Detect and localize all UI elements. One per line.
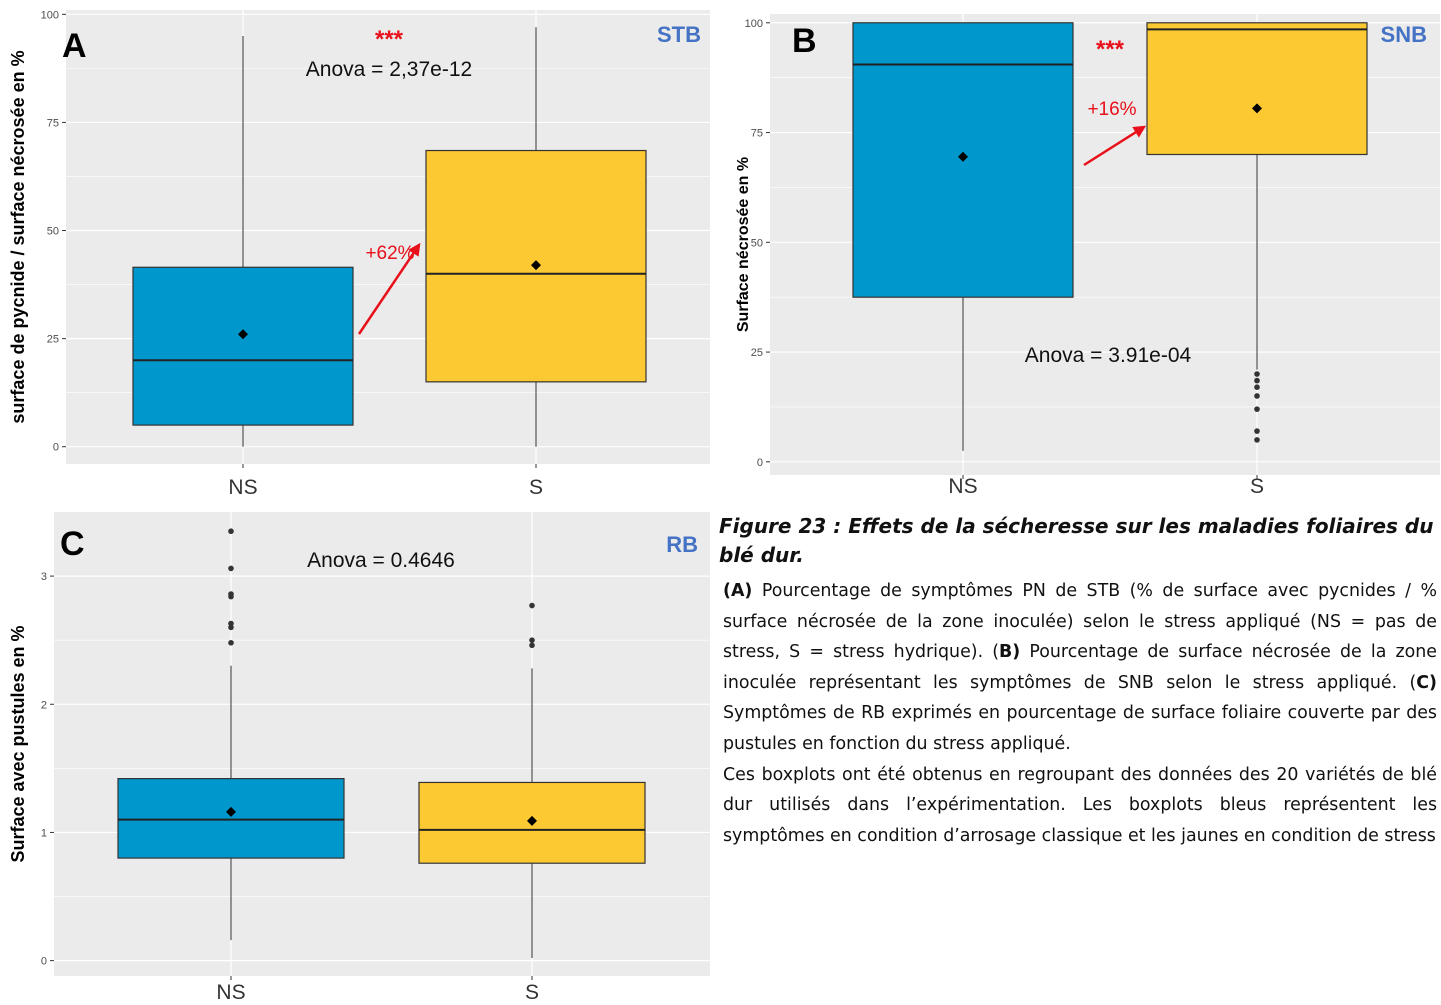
caption-text-a: Pourcentage de symptômes PN de STB (% de…: [723, 581, 1437, 663]
mean-marker: [531, 260, 541, 271]
plot-background: [54, 512, 710, 976]
chart-svg: 0 1 2 3 NS S Surface avec pustules en % C RB Anov…: [8, 512, 710, 1004]
panel-letter: C: [60, 525, 85, 563]
outlier-point: [228, 565, 234, 572]
disease-tag: RB: [666, 532, 698, 557]
percent-change-label: +62%: [365, 243, 414, 264]
outlier-point: [529, 642, 535, 649]
percent-change-label: +16%: [1087, 99, 1136, 120]
outlier-point: [1254, 371, 1260, 377]
caption-label-a: (A): [723, 581, 753, 601]
mean-marker: [958, 151, 968, 162]
outlier-point: [529, 637, 535, 643]
disease-tag: STB: [657, 22, 701, 47]
outlier-point: [228, 528, 234, 535]
outlier-point: [1254, 406, 1260, 412]
x-tick-label: S: [529, 476, 543, 499]
y-tick-label: 0: [53, 442, 59, 454]
y-tick-label: 50: [47, 226, 59, 238]
outlier-point: [1254, 384, 1260, 390]
y-tick-label: 50: [751, 237, 763, 249]
caption-text-b: Pourcentage de surface nécrosée de la zo…: [723, 642, 1437, 693]
chart-svg: 0 25 50 75 100 NS S Surface nécrosée en % B SNB An…: [735, 14, 1440, 498]
mean-marker: [238, 329, 248, 340]
x-tick-label: NS: [228, 476, 257, 499]
box-s: [1146, 22, 1368, 156]
chart-panel-c: 0 1 2 3 NS S Surface avec pustules en % C RB Anov…: [0, 0, 712, 1005]
outlier-point: [1254, 428, 1260, 434]
y-axis-title: surface de pycnide / surface nécrosée en…: [8, 50, 28, 423]
outlier-point: [228, 620, 234, 627]
y-tick-label: 100: [41, 9, 59, 21]
x-tick-label: NS: [948, 475, 977, 498]
y-tick-label: 0: [757, 457, 763, 469]
outlier-point: [228, 591, 234, 597]
outlier-point: [1254, 377, 1260, 384]
y-tick-label: 25: [47, 334, 59, 346]
anova-label: Anova = 2,37e-12: [306, 58, 472, 81]
significance-stars: ***: [1096, 36, 1125, 63]
caption-label-c: C): [1416, 672, 1437, 693]
caption-paragraph-1: (A) Pourcentage de symptômes PN de STB (…: [719, 576, 1437, 760]
anova-label: Anova = 0.4646: [307, 549, 455, 572]
change-arrow: [357, 242, 421, 335]
x-tick-label: NS: [216, 981, 245, 1004]
box-ns: [132, 266, 354, 426]
mean-marker: [1252, 103, 1262, 114]
y-tick-label: 1: [41, 827, 47, 839]
x-tick-label: S: [1250, 475, 1264, 498]
outlier-point: [228, 624, 234, 631]
change-arrow: [1083, 125, 1147, 167]
anova-label: Anova = 3.91e-04: [1025, 344, 1192, 367]
panel-letter: B: [792, 22, 817, 60]
mean-marker: [226, 806, 236, 817]
outlier-point: [529, 602, 535, 609]
outlier-point: [1254, 393, 1260, 399]
box-ns: [117, 778, 345, 859]
y-tick-label: 3: [41, 571, 47, 583]
chart-panel-b: 0 25 50 75 100 NS S Surface nécrosée en % B SNB An…: [735, 14, 1440, 498]
y-axis-title: Surface avec pustules en %: [8, 625, 28, 862]
y-axis-title: Surface nécrosée en %: [735, 157, 752, 332]
caption-text-c: Symptômes de RB exprimés en pourcentage …: [723, 703, 1437, 754]
caption-label-b: B): [999, 642, 1021, 663]
y-tick-label: 75: [751, 128, 763, 140]
y-tick-label: 0: [41, 956, 47, 968]
y-tick-label: 75: [47, 117, 59, 129]
figure-caption: Figure 23 : Effets de la sécheresse sur …: [719, 512, 1437, 851]
y-tick-label: 2: [41, 699, 47, 711]
caption-paragraph-2: Ces boxplots ont été obtenus en regroupa…: [723, 764, 1437, 846]
panel-letter: A: [62, 27, 87, 65]
caption-title: Figure 23 : Effets de la sécheresse sur …: [719, 514, 1434, 567]
outlier-point: [228, 639, 234, 646]
significance-stars: ***: [375, 26, 404, 53]
x-tick-label: S: [525, 981, 539, 1004]
disease-tag: SNB: [1381, 22, 1427, 47]
y-tick-label: 100: [745, 18, 763, 30]
outlier-point: [1254, 437, 1260, 443]
mean-marker: [527, 815, 537, 826]
y-tick-label: 25: [751, 347, 763, 359]
